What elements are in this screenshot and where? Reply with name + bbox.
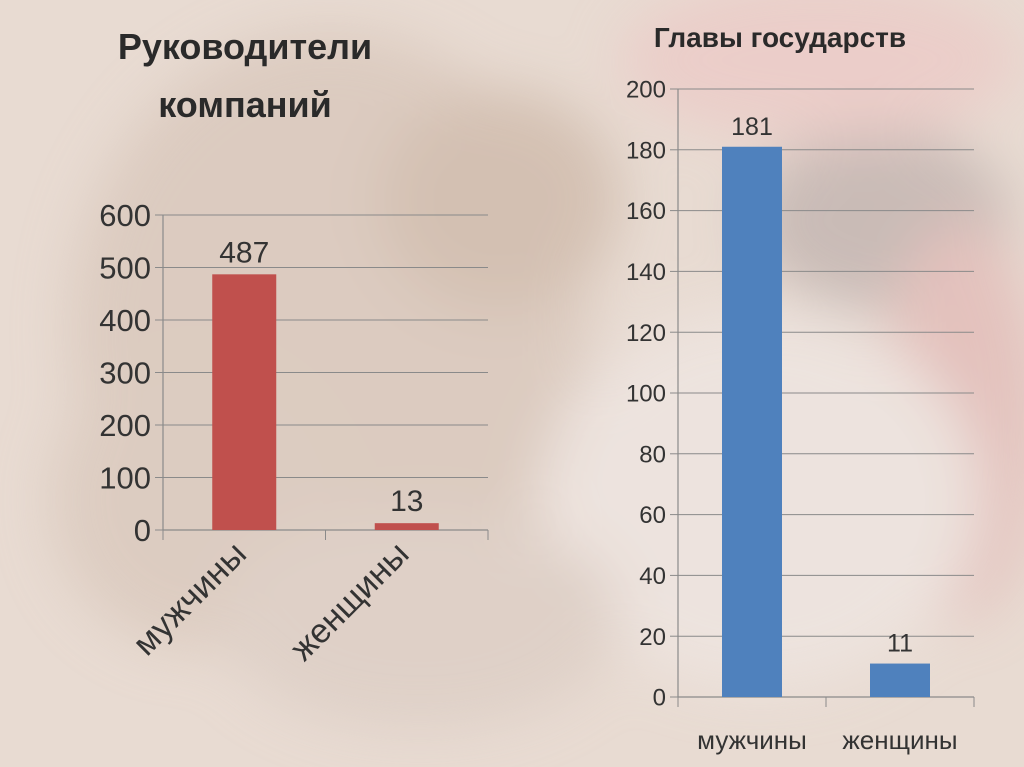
chart-title-left: Руководители компаний <box>117 26 373 125</box>
chart-title-right: Главы государств <box>653 22 907 53</box>
